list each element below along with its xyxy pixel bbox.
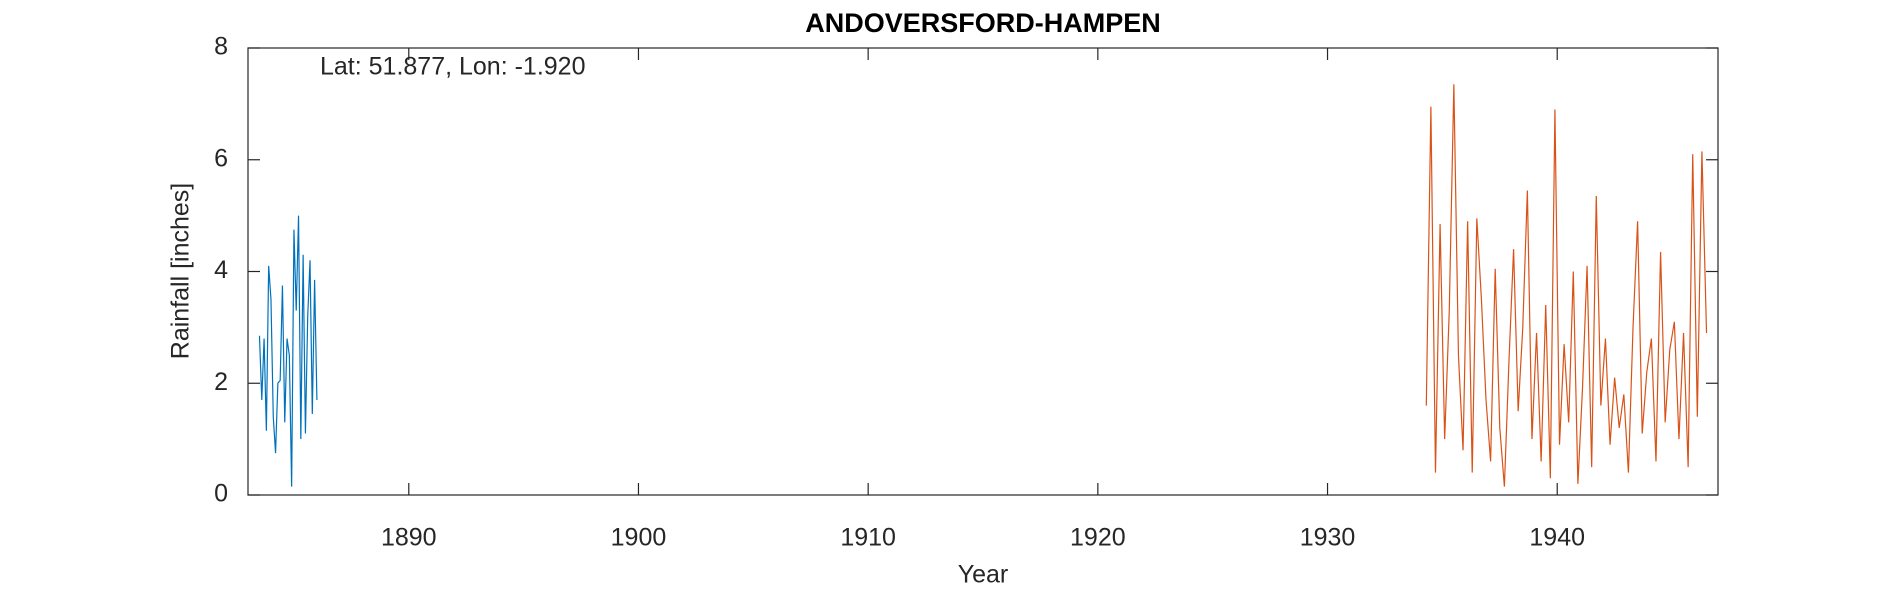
x-tick-label: 1940 [1529, 524, 1585, 552]
y-axis-label: Rainfall [inches] [167, 183, 195, 359]
data-line [258, 215, 318, 487]
y-tick-label: 6 [214, 144, 228, 172]
chart-title: ANDOVERSFORD-HAMPEN [805, 8, 1161, 38]
x-tick-label: 1900 [611, 524, 667, 552]
x-tick-label: 1890 [381, 524, 437, 552]
data-line [1425, 84, 1708, 487]
x-tick-label: 1930 [1300, 524, 1356, 552]
annotation: Lat: 51.877, Lon: -1.920 [320, 53, 586, 81]
x-tick-label: 1920 [1070, 524, 1126, 552]
x-axis-label: Year [958, 561, 1009, 589]
y-tick-label: 0 [214, 480, 228, 508]
y-tick-label: 2 [214, 368, 228, 396]
x-tick-label: 1910 [840, 524, 896, 552]
y-tick-label: 4 [214, 256, 228, 284]
y-tick-label: 8 [214, 33, 228, 61]
